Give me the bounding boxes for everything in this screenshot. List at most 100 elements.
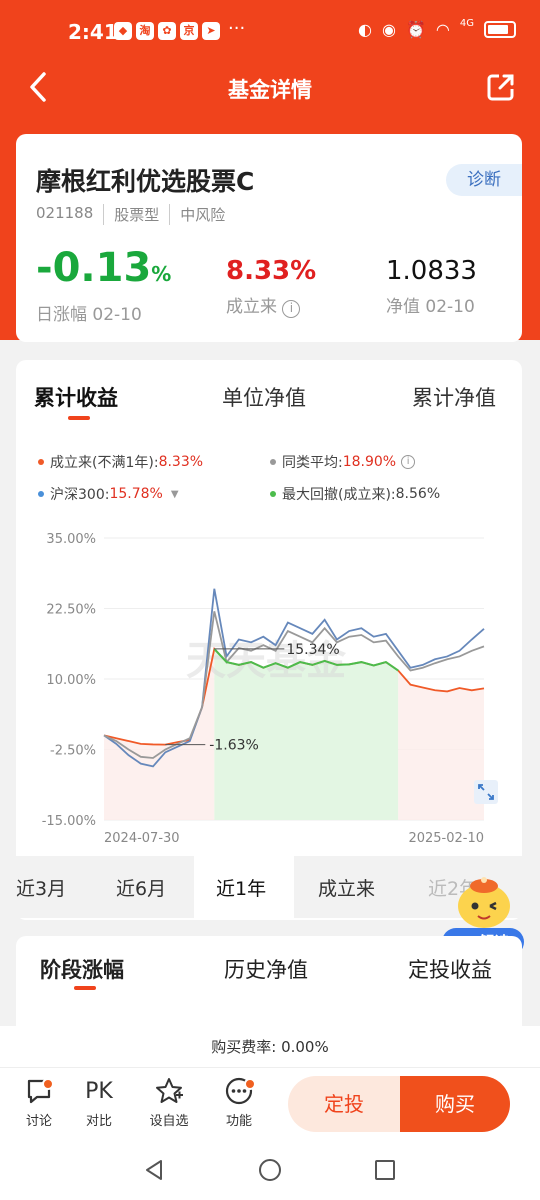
functions-button[interactable]: 功能 — [214, 1076, 264, 1129]
series-line-1 — [103, 588, 485, 768]
daily-change-value: -0.13% — [36, 245, 172, 291]
info-icon[interactable]: i — [401, 455, 416, 469]
nav-label: 净值 02-10 — [386, 297, 475, 317]
legend-fund-label: 成立来(不满1年): — [50, 455, 159, 471]
since-inception-stat: 8.33% 成立来 i — [226, 256, 316, 318]
chart-tabs: 累计收益 单位净值 累计净值 — [16, 382, 522, 422]
since-inception-label: 成立来 i — [226, 292, 316, 318]
alarm-icon: ⏰ — [405, 20, 426, 39]
period-selector: 近3月 近6月 近1年 成立来 近2年 — [0, 856, 540, 918]
back-icon[interactable] — [26, 70, 50, 113]
legend-fund-dot — [38, 459, 44, 465]
tab-cumulative-return[interactable]: 累计收益 — [34, 386, 118, 410]
notification-badge — [244, 1078, 256, 1090]
nav-home-icon[interactable] — [258, 1158, 282, 1182]
y-tick-label: -15.00% — [42, 814, 96, 829]
y-tick-label: 10.00% — [46, 673, 96, 688]
y-tick-label: 35.00% — [46, 532, 96, 547]
daily-change-stat: -0.13% 日涨幅 02-10 — [36, 246, 171, 325]
chevron-down-icon[interactable]: ▼ — [170, 488, 179, 500]
legend-fund: 成立来(不满1年): 8.33% — [38, 452, 203, 472]
share-icon[interactable] — [486, 72, 516, 102]
drawdown-area — [214, 648, 399, 820]
period-1y[interactable]: 近1年 — [216, 878, 267, 900]
buy-button[interactable]: 购买 — [400, 1076, 510, 1132]
legend-drawdown-value: 8.56% — [395, 486, 441, 502]
since-inception-value: 8.33% — [226, 256, 317, 286]
pre-drawdown-area — [104, 648, 215, 820]
eye-icon: ◉ — [382, 20, 396, 39]
shield-app-icon: ◆ — [114, 22, 132, 40]
period-active-background — [194, 856, 294, 918]
tab-history-nav[interactable]: 历史净值 — [224, 958, 308, 982]
nav-recents-icon[interactable] — [374, 1159, 396, 1181]
legend-peer-value: 18.90% — [342, 454, 397, 470]
legend-drawdown: 最大回撤(成立来): 8.56% — [270, 484, 440, 504]
status-indicators: ◐ ◉ ⏰ ◠ 4G — [358, 18, 516, 39]
page-title: 基金详情 — [228, 78, 312, 102]
diagnose-button[interactable]: 诊断 — [446, 164, 522, 196]
fund-name: 摩根红利优选股票C — [36, 167, 255, 196]
legend-fund-value: 8.33% — [158, 454, 204, 470]
fund-type: 股票型 — [103, 204, 169, 225]
star-plus-icon — [144, 1076, 194, 1106]
tab-period-return[interactable]: 阶段涨幅 — [40, 958, 124, 982]
expand-icon[interactable] — [474, 780, 498, 804]
y-tick-label: 22.50% — [46, 603, 96, 618]
legend-index-value: 15.78% — [109, 486, 163, 502]
legend-index[interactable]: 沪深300: 15.78% ▼ — [38, 484, 179, 504]
discuss-label: 讨论 — [25, 1114, 52, 1129]
add-watchlist-button[interactable]: 设自选 — [144, 1076, 194, 1129]
baidu-app-icon: ✿ — [158, 22, 176, 40]
status-time: 2:41 — [68, 20, 118, 44]
info-icon[interactable]: i — [282, 300, 301, 318]
tab-underline — [68, 416, 90, 420]
status-bar: 2:41 ◆ 淘 ✿ 京 ➤ ··· ◐ ◉ ⏰ ◠ 4G — [0, 0, 540, 64]
send-app-icon: ➤ — [202, 22, 220, 40]
bottom-tab-underline — [74, 986, 96, 990]
nav-bar: 基金详情 — [0, 64, 540, 112]
period-3m[interactable]: 近3月 — [16, 878, 67, 900]
period-since-inception[interactable]: 成立来 — [318, 878, 376, 900]
performance-card: 阶段涨幅 历史净值 定投收益 — [16, 936, 522, 1036]
fund-risk: 中风险 — [169, 204, 235, 225]
nav-value: 1.0833 — [386, 256, 477, 286]
fund-summary-card: 摩根红利优选股票C 诊断 021188 股票型 中风险 -0.13% 日涨幅 0… — [16, 134, 522, 342]
drawdown-line — [213, 648, 399, 672]
purchase-fee-bar: 购买费率: 0.00% — [0, 1026, 540, 1068]
more-notifications-icon: ··· — [228, 18, 246, 39]
nfc-icon: ◐ — [358, 20, 373, 39]
fund-code: 021188 — [36, 204, 94, 222]
post-drawdown-area — [398, 670, 484, 820]
nav-back-icon[interactable] — [142, 1158, 166, 1182]
functions-label: 功能 — [225, 1114, 252, 1129]
bottom-action-bar: 讨论 PK 对比 设自选 功能 定投 购买 — [0, 1068, 540, 1140]
chart-card: 累计收益 单位净值 累计净值 成立来(不满1年): 8.33% 同类平均: 18… — [16, 360, 522, 920]
battery-icon — [484, 21, 516, 38]
legend-index-label: 沪深300: — [50, 487, 110, 503]
x-tick-label: 2024-07-30 — [104, 831, 180, 846]
tab-cumulative-nav[interactable]: 累计净值 — [412, 386, 496, 410]
notification-badge — [42, 1078, 54, 1090]
series-line-2 — [103, 611, 485, 759]
tab-unit-nav[interactable]: 单位净值 — [222, 386, 306, 410]
legend-peer-dot — [270, 459, 276, 465]
signal-icon: 4G — [459, 18, 474, 29]
compare-label: 对比 — [85, 1114, 112, 1129]
sip-button[interactable]: 定投 — [288, 1076, 400, 1132]
y-tick-label: -2.50% — [50, 744, 96, 759]
nav-stat: 1.0833 净值 02-10 — [386, 256, 477, 317]
legend-peer: 同类平均: 18.90% i — [270, 452, 416, 472]
legend-index-dot — [38, 491, 44, 497]
x-tick-label: 2025-02-10 — [408, 831, 484, 846]
ai-mascot-icon — [458, 877, 510, 928]
tab-sip-return[interactable]: 定投收益 — [408, 958, 492, 982]
daily-change-label: 日涨幅 02-10 — [36, 305, 142, 325]
taobao-app-icon: 淘 — [136, 22, 154, 40]
discuss-button[interactable]: 讨论 — [14, 1076, 64, 1129]
fund-meta: 021188 股票型 中风险 — [36, 204, 235, 225]
compare-button[interactable]: PK 对比 — [74, 1076, 124, 1130]
cumulative-return-chart[interactable]: 35.00% 22.50% 10.00% -2.50% -15.00% 2024-07-3… — [16, 520, 522, 860]
legend-drawdown-label: 最大回撤(成立来): — [282, 487, 396, 503]
period-6m[interactable]: 近6月 — [116, 878, 167, 900]
